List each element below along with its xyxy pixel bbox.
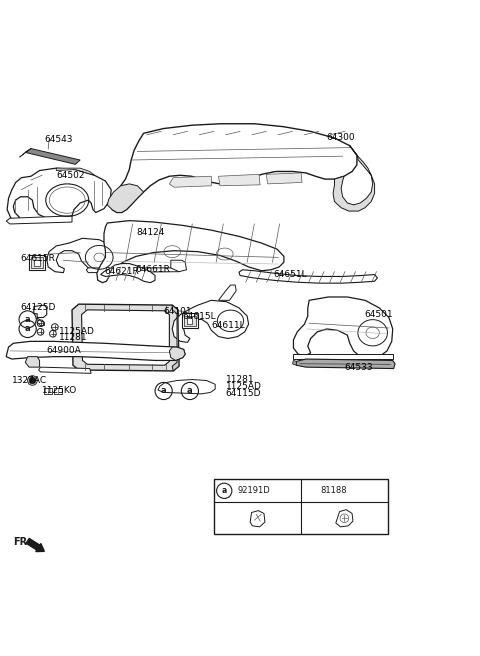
FancyBboxPatch shape <box>34 260 39 266</box>
FancyBboxPatch shape <box>214 480 388 534</box>
Text: 64533: 64533 <box>344 363 372 372</box>
Polygon shape <box>25 148 80 164</box>
FancyBboxPatch shape <box>29 255 45 270</box>
Polygon shape <box>218 285 236 300</box>
Polygon shape <box>47 238 117 273</box>
FancyBboxPatch shape <box>184 316 196 326</box>
Text: a: a <box>25 315 30 324</box>
Polygon shape <box>108 184 144 213</box>
Text: 64543: 64543 <box>44 135 73 144</box>
Polygon shape <box>169 176 211 187</box>
Text: 64621R: 64621R <box>104 267 139 276</box>
Polygon shape <box>6 216 72 224</box>
Polygon shape <box>20 148 31 157</box>
Text: 1125KO: 1125KO <box>42 386 77 396</box>
Polygon shape <box>82 310 169 365</box>
Polygon shape <box>34 305 47 318</box>
FancyBboxPatch shape <box>54 388 61 394</box>
Polygon shape <box>7 168 111 220</box>
FancyArrow shape <box>26 539 44 552</box>
Text: 64615R: 64615R <box>21 255 55 263</box>
Text: 92191D: 92191D <box>238 486 270 495</box>
Polygon shape <box>56 168 95 175</box>
Text: 81188: 81188 <box>320 486 347 495</box>
Polygon shape <box>250 510 265 527</box>
Polygon shape <box>6 341 185 360</box>
Text: 1125AD: 1125AD <box>59 327 95 336</box>
Text: 64661R: 64661R <box>135 265 170 274</box>
FancyBboxPatch shape <box>44 388 52 394</box>
Text: 64125D: 64125D <box>21 304 56 312</box>
Text: 84124: 84124 <box>136 228 165 237</box>
Polygon shape <box>101 264 155 283</box>
Text: 64101: 64101 <box>164 307 192 316</box>
Polygon shape <box>292 360 296 365</box>
Polygon shape <box>38 367 91 373</box>
Polygon shape <box>110 124 357 213</box>
Text: a: a <box>25 325 30 333</box>
Text: 64501: 64501 <box>364 310 393 319</box>
Polygon shape <box>239 270 377 283</box>
Text: 1125AD: 1125AD <box>226 382 262 391</box>
Polygon shape <box>218 174 260 186</box>
Text: 64115D: 64115D <box>226 389 261 398</box>
Polygon shape <box>169 347 185 360</box>
Text: 64611L: 64611L <box>211 321 245 330</box>
Text: 11281: 11281 <box>226 375 254 384</box>
Polygon shape <box>171 260 187 272</box>
Text: a: a <box>161 386 167 396</box>
FancyBboxPatch shape <box>182 313 198 328</box>
Polygon shape <box>72 304 179 371</box>
Text: 64615L: 64615L <box>183 312 216 321</box>
Text: a: a <box>187 386 192 396</box>
Polygon shape <box>37 318 44 325</box>
Polygon shape <box>25 357 39 367</box>
Polygon shape <box>296 359 395 369</box>
Polygon shape <box>293 297 393 359</box>
Polygon shape <box>97 220 284 283</box>
Text: FR.: FR. <box>13 537 31 547</box>
Polygon shape <box>86 268 179 273</box>
Circle shape <box>29 377 36 384</box>
Polygon shape <box>333 146 374 211</box>
Polygon shape <box>172 300 249 342</box>
Polygon shape <box>293 354 393 359</box>
Text: 64300: 64300 <box>326 133 355 142</box>
Text: 64900A: 64900A <box>47 346 82 356</box>
Text: 64651L: 64651L <box>274 270 307 279</box>
FancyBboxPatch shape <box>32 257 43 268</box>
Polygon shape <box>266 173 302 184</box>
Polygon shape <box>158 380 215 394</box>
Polygon shape <box>336 510 353 527</box>
Text: 11281: 11281 <box>59 333 87 342</box>
Text: 1327AC: 1327AC <box>12 376 47 385</box>
Text: a: a <box>222 486 227 495</box>
FancyBboxPatch shape <box>187 318 192 324</box>
Polygon shape <box>172 305 179 371</box>
Text: 64502: 64502 <box>56 171 85 180</box>
